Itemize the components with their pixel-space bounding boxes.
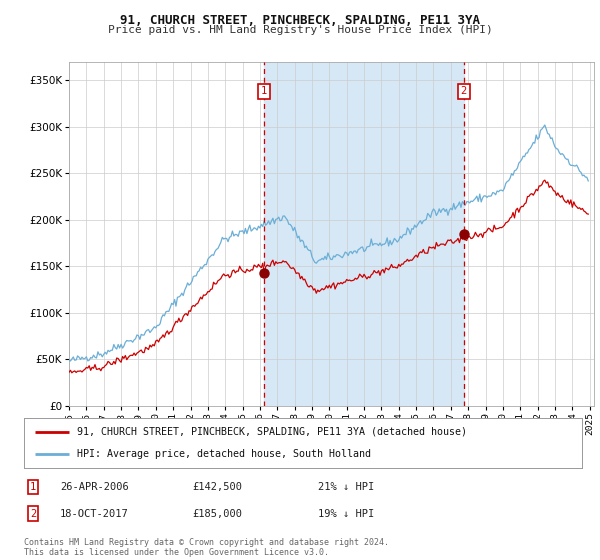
- Text: 1: 1: [261, 86, 268, 96]
- Text: 2: 2: [30, 508, 36, 519]
- Text: 91, CHURCH STREET, PINCHBECK, SPALDING, PE11 3YA: 91, CHURCH STREET, PINCHBECK, SPALDING, …: [120, 14, 480, 27]
- Text: 1: 1: [30, 482, 36, 492]
- Text: £185,000: £185,000: [192, 508, 242, 519]
- Text: 19% ↓ HPI: 19% ↓ HPI: [318, 508, 374, 519]
- Bar: [264, 62, 464, 406]
- Text: Contains HM Land Registry data © Crown copyright and database right 2024.
This d: Contains HM Land Registry data © Crown c…: [24, 538, 389, 557]
- Text: 21% ↓ HPI: 21% ↓ HPI: [318, 482, 374, 492]
- Text: 2: 2: [461, 86, 467, 96]
- Text: £142,500: £142,500: [192, 482, 242, 492]
- Text: 91, CHURCH STREET, PINCHBECK, SPALDING, PE11 3YA (detached house): 91, CHURCH STREET, PINCHBECK, SPALDING, …: [77, 427, 467, 437]
- Text: 18-OCT-2017: 18-OCT-2017: [60, 508, 129, 519]
- Text: 26-APR-2006: 26-APR-2006: [60, 482, 129, 492]
- Text: HPI: Average price, detached house, South Holland: HPI: Average price, detached house, Sout…: [77, 449, 371, 459]
- Text: Price paid vs. HM Land Registry's House Price Index (HPI): Price paid vs. HM Land Registry's House …: [107, 25, 493, 35]
